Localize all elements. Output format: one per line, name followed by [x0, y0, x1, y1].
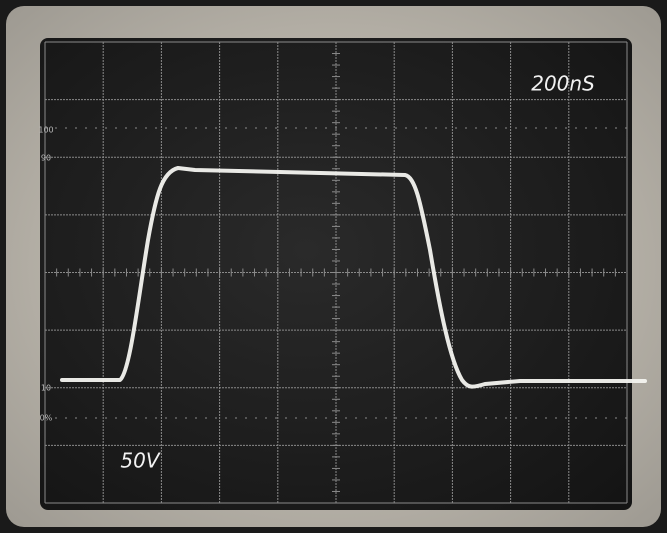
scale-label: 10 [41, 384, 51, 393]
volts-label: 50V [120, 449, 160, 473]
timebase-label: 200nS [531, 72, 595, 96]
oscilloscope-photo: 200nS 50V 100 90 10 0% [0, 0, 667, 533]
scale-label: 0% [40, 414, 53, 423]
scale-label: 100 [38, 126, 53, 135]
scale-label: 90 [41, 154, 51, 163]
page: 200nS 50V 100 90 10 0% (() => { const da… [0, 0, 667, 533]
